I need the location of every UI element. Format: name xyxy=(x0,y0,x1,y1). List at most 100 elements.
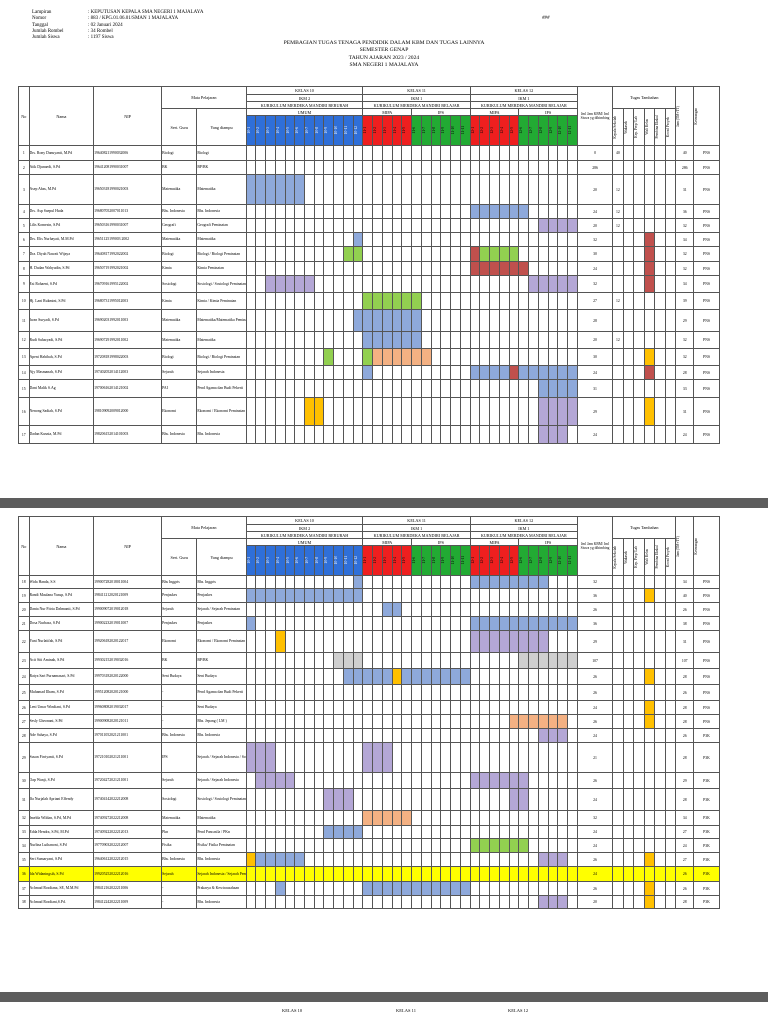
tugas-cell xyxy=(633,852,645,867)
class-hour-cell-filled xyxy=(528,616,539,631)
class-label: 11-11 xyxy=(460,126,465,135)
class-hour-cell xyxy=(274,684,286,701)
class-hour-cell-filled xyxy=(518,616,530,631)
class-hour-cell xyxy=(567,668,578,685)
class-hour-cell xyxy=(304,838,315,853)
class-hour-cell xyxy=(323,616,335,631)
class-hour-cell-filled xyxy=(284,852,296,867)
class-hour-cell xyxy=(333,810,344,826)
tugas-cell xyxy=(633,261,645,276)
teacher-name: Nurlina Luthanoni, S.Pd xyxy=(28,838,95,853)
col-mapel: Mata Pelajaran xyxy=(161,86,247,109)
class-hour-cell xyxy=(420,825,432,839)
subject-taught: BP/BK xyxy=(196,160,247,175)
class-hour-cell xyxy=(372,838,383,853)
class-hour-cell xyxy=(440,630,452,653)
class-hour-cell xyxy=(274,261,286,276)
class-hour-cell xyxy=(362,852,374,867)
class-hour-cell xyxy=(304,728,315,743)
class-hour-cell xyxy=(430,218,442,233)
class-label: 10-3 xyxy=(266,557,271,564)
teacher-nip: 196807052007011013 xyxy=(93,204,163,219)
group-ips-11: IPS xyxy=(411,538,471,546)
class-hour-cell xyxy=(372,145,383,161)
title-line: TAHUN AJARAN 2023 / 2024 xyxy=(348,54,420,61)
class-hour-cell xyxy=(430,174,442,205)
col-mapel: Mata Pelajaran xyxy=(161,516,247,539)
class-hour-cell xyxy=(537,825,549,839)
class-hour-cell-filled xyxy=(498,246,510,262)
table-row: 11 Iwan Suryadi, S.Pd 196902031992011003 Ma… xyxy=(18,309,720,332)
class-hour-cell-filled xyxy=(557,365,569,380)
class-hour-cell xyxy=(479,174,491,205)
tugas-cell xyxy=(633,616,645,631)
subject-taught: Bhs. Indonesia xyxy=(196,425,247,444)
class-label: 11-8 xyxy=(431,127,436,134)
teacher-certification: Bhs. Indonesia xyxy=(161,728,198,743)
class-hour-cell xyxy=(401,365,413,380)
class-hour-cell xyxy=(381,425,393,444)
tugas-cell xyxy=(664,652,677,669)
teacher-certification: Sejarah xyxy=(161,866,198,882)
row-no: 34 xyxy=(18,838,30,853)
class-hour-cell xyxy=(391,261,403,276)
class-hour-cell xyxy=(430,145,442,161)
subject-taught: Bhs. Indonesia xyxy=(196,852,247,867)
teacher-nip: 196408211990032006 xyxy=(93,145,163,161)
class-hour-cell-filled xyxy=(381,348,393,366)
class-hour-cell xyxy=(518,174,530,205)
row-no: 38 xyxy=(18,895,30,909)
class-hour-cell xyxy=(245,397,257,426)
class-hour-cell-filled xyxy=(557,425,569,444)
class-hour-cell xyxy=(284,652,296,669)
class-label: 12-7 xyxy=(529,127,534,134)
teacher-name: Oap Wanji, S.Pd xyxy=(28,772,95,789)
tugas-cell xyxy=(612,246,624,262)
class-hour-cell xyxy=(567,261,578,276)
teacher-nip: 199205252022212016 xyxy=(93,866,163,882)
class-hour-cell xyxy=(342,145,354,161)
page-2: No Nama NIP Mata Pelajaran KELAS 10 KELAS 11 K… xyxy=(0,508,768,992)
teacher-name: Dra. Diyah Nawati Wijaya xyxy=(28,246,95,262)
assignment-table-2: No Nama NIP Mata Pelajaran KELAS 10 KELAS 11 K… xyxy=(18,516,720,909)
class-hour-cell-filled xyxy=(294,174,306,205)
class-hour-cell xyxy=(265,365,276,380)
tugas-cell xyxy=(643,788,656,811)
class-hour-cell-filled xyxy=(420,668,432,685)
class-hour-cell xyxy=(391,425,403,444)
class-hour-cell xyxy=(420,602,432,617)
class-hour-cell xyxy=(274,895,286,909)
class-hour-cell xyxy=(440,714,452,729)
class-hour-cell-filled xyxy=(245,174,257,205)
jam-total: 31 xyxy=(675,174,695,205)
class-hour-cell xyxy=(518,309,530,332)
class-hour-cell xyxy=(459,397,471,426)
class-hour-cell xyxy=(372,174,383,205)
class-hour-cell xyxy=(528,246,539,262)
class-hour-cell xyxy=(430,397,442,426)
class-hour-cell xyxy=(450,728,461,743)
teacher-certification: Biologi xyxy=(161,348,198,366)
table-row: 17 Dadan Kusnia, M.Pd 198206152014101003 Bh… xyxy=(18,425,720,444)
keterangan: P3K xyxy=(693,881,720,896)
class-hour-cell xyxy=(450,379,461,398)
tugas-cell xyxy=(622,588,635,603)
class-hour-cell xyxy=(245,668,257,685)
class-hour-cell xyxy=(294,575,306,589)
class-label: 10-12 xyxy=(353,556,358,565)
tugas-cell xyxy=(612,810,624,826)
subject-taught: Pend Pancasila / PKn xyxy=(196,825,247,839)
class-hour-cell xyxy=(528,866,539,882)
tugas-cell xyxy=(633,772,645,789)
tugas-cell xyxy=(664,742,677,773)
class-hour-cell xyxy=(420,246,432,262)
class-hour-cell xyxy=(372,825,383,839)
class-hour-cell xyxy=(440,365,452,380)
tugas-cell: 40 xyxy=(612,145,624,161)
row-no: 2 xyxy=(18,160,30,175)
class-cell: 10-12 xyxy=(352,545,364,576)
class-hour-cell xyxy=(255,728,267,743)
class-hour-cell xyxy=(489,425,500,444)
class-hour-cell xyxy=(479,379,491,398)
class-cell: 10-1 xyxy=(245,115,257,146)
